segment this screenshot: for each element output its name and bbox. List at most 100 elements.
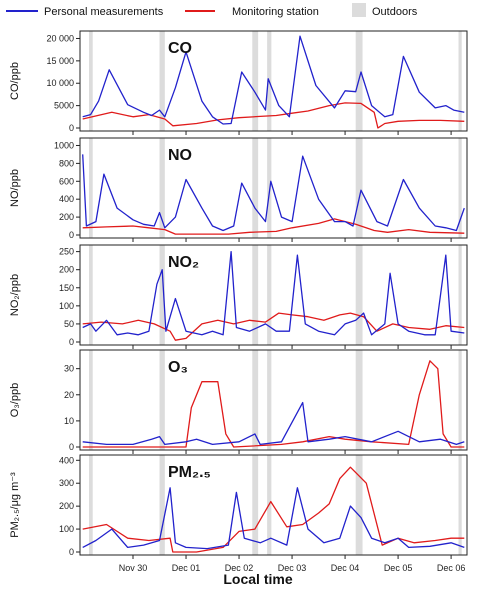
y-tick-label: 5000 <box>54 101 74 111</box>
legend-personal-label: Personal measurements <box>44 6 164 18</box>
outdoor-band <box>458 245 462 345</box>
series-station-line <box>82 102 465 129</box>
x-axis-title: Local time <box>223 571 292 587</box>
y-tick-label: 250 <box>59 247 74 257</box>
outdoor-band <box>267 245 272 345</box>
panel-4: 0 100 200 300 400 PM₂.₅/μg m⁻³ PM₂.₅ <box>9 454 468 559</box>
y-tick-label: 600 <box>59 176 74 186</box>
y-tick-label: 20 000 <box>46 33 74 43</box>
outdoor-band <box>267 350 272 450</box>
outdoor-band <box>355 138 363 238</box>
series-personal-line <box>82 487 465 550</box>
panel-title: NO <box>168 147 192 164</box>
series-station-line <box>82 312 465 341</box>
outdoor-band <box>159 455 165 555</box>
panel-frame <box>79 30 468 132</box>
y-tick-label: 300 <box>59 478 74 488</box>
outdoor-band <box>159 31 165 131</box>
y-tick-label: 0 <box>69 442 74 452</box>
y-tick-label: 20 <box>64 390 74 400</box>
y-tick-label: 200 <box>59 212 74 222</box>
legend: Personal measurements Monitoring station… <box>6 3 418 18</box>
y-axis-label: CO/ppb <box>9 62 21 100</box>
series-personal-line <box>82 35 465 125</box>
series-station-line <box>82 218 465 235</box>
outdoor-band <box>159 138 165 238</box>
y-axis-label: O₃/ppb <box>9 383 21 417</box>
x-tick-label: Dec 05 <box>384 563 413 573</box>
y-tick-label: 0 <box>69 230 74 240</box>
legend-station-label: Monitoring station <box>232 6 319 18</box>
outdoor-band <box>355 455 363 555</box>
y-tick-label: 10 <box>64 416 74 426</box>
y-tick-label: 400 <box>59 455 74 465</box>
legend-outdoors-swatch <box>352 3 366 17</box>
y-tick-label: 1000 <box>54 140 74 150</box>
panel-bg <box>80 138 467 238</box>
outdoor-band <box>458 350 462 450</box>
outdoor-band <box>252 245 259 345</box>
outdoor-band <box>252 31 259 131</box>
panel-title: O₃ <box>168 359 188 376</box>
outdoor-band <box>267 138 272 238</box>
outdoor-band <box>252 138 259 238</box>
panel-frame <box>79 349 468 451</box>
panel-frame <box>79 137 468 239</box>
panel-title: NO₂ <box>168 254 199 271</box>
outdoor-band <box>89 350 93 450</box>
outdoor-band <box>89 455 93 555</box>
y-tick-label: 200 <box>59 501 74 511</box>
y-tick-label: 100 <box>59 301 74 311</box>
legend-outdoors-label: Outdoors <box>372 6 418 18</box>
panel-frame <box>79 244 468 346</box>
y-axis-label: NO/ppb <box>9 169 21 207</box>
series-station-line <box>82 360 465 448</box>
outdoor-band <box>458 138 462 238</box>
x-tick-label: Dec 03 <box>278 563 307 573</box>
x-tick-label: Dec 04 <box>331 563 360 573</box>
y-tick-label: 30 <box>64 364 74 374</box>
panel-0: 0 5000 10 000 15 000 20 000 CO/ppb CO <box>9 30 468 135</box>
outdoor-band <box>159 350 165 450</box>
x-tick-label: Dec 01 <box>172 563 201 573</box>
y-axis-label: PM₂.₅/μg m⁻³ <box>9 472 21 538</box>
x-tick-label: Dec 02 <box>225 563 254 573</box>
outdoor-band <box>252 455 259 555</box>
outdoor-band <box>355 245 363 345</box>
panel-title: PM₂.₅ <box>168 464 211 481</box>
y-tick-label: 50 <box>64 319 74 329</box>
panel-bg <box>80 245 467 345</box>
series-personal-line <box>82 250 465 336</box>
y-tick-label: 15 000 <box>46 56 74 66</box>
outdoor-band <box>355 350 363 450</box>
outdoor-band <box>252 350 259 450</box>
y-tick-label: 200 <box>59 265 74 275</box>
panel-3: 0 10 20 30 O₃/ppb O₃ <box>9 349 468 454</box>
series-station-line <box>82 466 465 553</box>
panel-bg <box>80 350 467 450</box>
series-personal-line <box>82 154 465 232</box>
y-tick-label: 10 000 <box>46 78 74 88</box>
y-tick-label: 800 <box>59 158 74 168</box>
x-axis: Nov 30 Dec 01 Dec 02 Dec 03 Dec 04 Dec 05 Dec … <box>119 563 466 573</box>
panel-bg <box>80 31 467 131</box>
y-tick-label: 0 <box>69 337 74 347</box>
x-tick-label: Dec 06 <box>437 563 466 573</box>
panel-frame <box>79 454 468 556</box>
y-tick-label: 100 <box>59 524 74 534</box>
panel-title: CO <box>168 40 192 57</box>
y-tick-label: 400 <box>59 194 74 204</box>
outdoor-band <box>159 245 165 345</box>
outdoor-band <box>458 455 462 555</box>
series-personal-line <box>82 401 465 446</box>
outdoor-band <box>89 31 93 131</box>
panel-1: 0 200 400 600 800 1000 NO/ppb NO <box>9 137 468 242</box>
y-tick-label: 0 <box>69 123 74 133</box>
y-axis-label: NO₂/ppb <box>9 274 21 316</box>
y-tick-label: 150 <box>59 283 74 293</box>
outdoor-band <box>89 245 93 345</box>
panel-2: 0 50 100 150 200 250 NO₂/ppb NO₂ <box>9 244 468 349</box>
outdoor-band <box>458 31 462 131</box>
y-tick-label: 0 <box>69 547 74 557</box>
